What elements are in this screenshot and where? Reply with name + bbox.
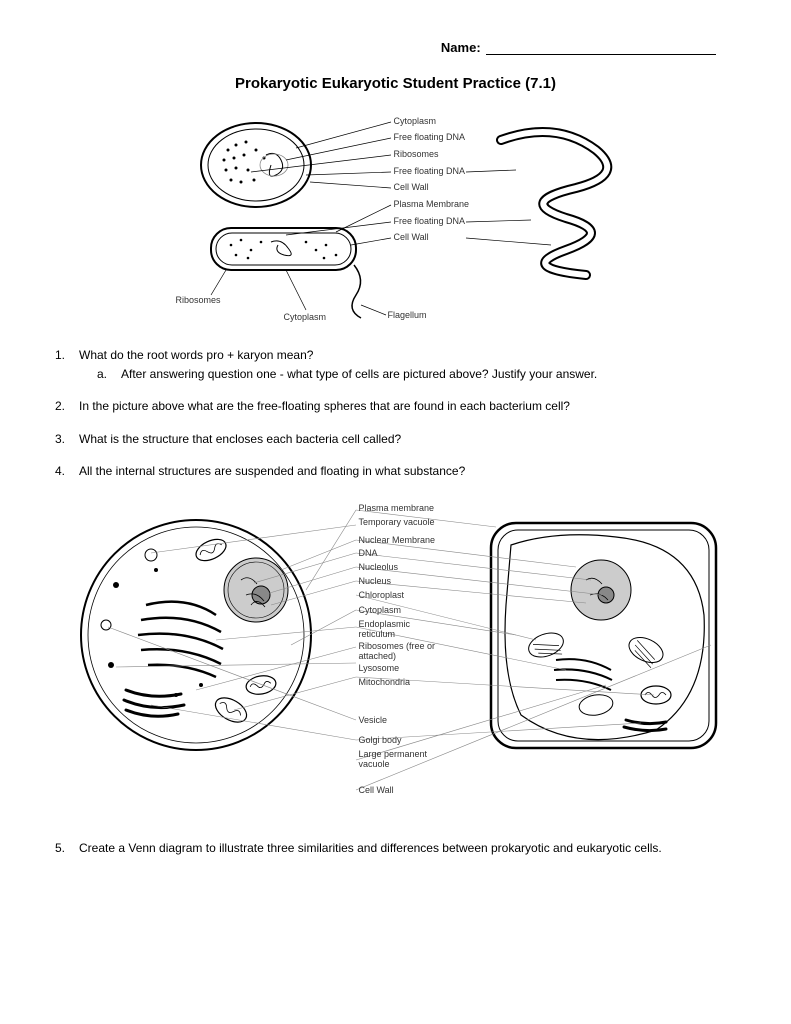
d2-ribo: Ribosomes (free or attached) (359, 641, 449, 661)
worksheet-title: Prokaryotic Eukaryotic Student Practice … (55, 75, 736, 92)
q4-num: 4. (55, 463, 79, 479)
d1-label-b-flagellum: Flagellum (388, 310, 427, 320)
name-line: Name: (55, 40, 716, 55)
d1-label-dna3: Free floating DNA (394, 216, 466, 226)
d1-label-plasma: Plasma Membrane (394, 199, 470, 209)
questions-block-1: 1. What do the root words pro + karyon m… (55, 347, 736, 479)
d1-label-b-cytoplasm: Cytoplasm (284, 312, 327, 322)
questions-block-2: 5. Create a Venn diagram to illustrate t… (55, 840, 736, 856)
d2-mito: Mitochondria (359, 677, 411, 687)
question-5: 5. Create a Venn diagram to illustrate t… (55, 840, 736, 856)
d2-er: Endoplasmic reticulum (359, 619, 439, 639)
d2-plasma: Plasma membrane (359, 503, 435, 513)
d1-label-dna2: Free floating DNA (394, 166, 466, 176)
d2-nucleus: Nucleus (359, 576, 392, 586)
q4-text: All the internal structures are suspende… (79, 463, 736, 479)
name-label: Name: (441, 40, 481, 55)
q3-text: What is the structure that encloses each… (79, 431, 736, 447)
q1a-num: a. (97, 366, 121, 382)
d1-label-cytoplasm: Cytoplasm (394, 116, 437, 126)
question-3: 3. What is the structure that encloses e… (55, 431, 736, 447)
d2-vesicle: Vesicle (359, 715, 388, 725)
question-2: 2. In the picture above what are the fre… (55, 398, 736, 414)
d2-largevac: Large permanent vacuole (359, 749, 439, 769)
d2-cyto: Cytoplasm (359, 605, 402, 615)
question-1: 1. What do the root words pro + karyon m… (55, 347, 736, 382)
q2-num: 2. (55, 398, 79, 414)
q1-num: 1. (55, 347, 79, 382)
d1-label-cellwall1: Cell Wall (394, 182, 429, 192)
q1a-text: After answering question one - what type… (121, 366, 597, 382)
q1-text: What do the root words pro + karyon mean… (79, 348, 313, 362)
prokaryote-diagram: Cytoplasm Free floating DNA Ribosomes Fr… (156, 110, 636, 335)
d1-label-b-ribosomes: Ribosomes (176, 295, 221, 305)
d2-golgi: Golgi body (359, 735, 402, 745)
d2-nucleolus: Nucleolus (359, 562, 399, 572)
name-blank[interactable] (486, 54, 716, 55)
q5-text: Create a Venn diagram to illustrate thre… (79, 840, 736, 856)
d2-lyso: Lysosome (359, 663, 400, 673)
d1-label-dna1: Free floating DNA (394, 132, 466, 142)
question-4: 4. All the internal structures are suspe… (55, 463, 736, 479)
q2-text: In the picture above what are the free-f… (79, 398, 736, 414)
d2-tempvac: Temporary vacuole (359, 517, 435, 527)
q5-num: 5. (55, 840, 79, 856)
q3-num: 3. (55, 431, 79, 447)
d2-nucmemb: Nuclear Membrane (359, 535, 436, 545)
d2-chloro: Chloroplast (359, 590, 405, 600)
d2-dna: DNA (359, 548, 378, 558)
q1a: a. After answering question one - what t… (97, 366, 736, 382)
eukaryote-diagram: Plasma membrane Temporary vacuole Nuclea… (56, 495, 736, 815)
d2-cellwall: Cell Wall (359, 785, 394, 795)
d1-label-ribosomes: Ribosomes (394, 149, 439, 159)
d1-label-cellwall2: Cell Wall (394, 232, 429, 242)
